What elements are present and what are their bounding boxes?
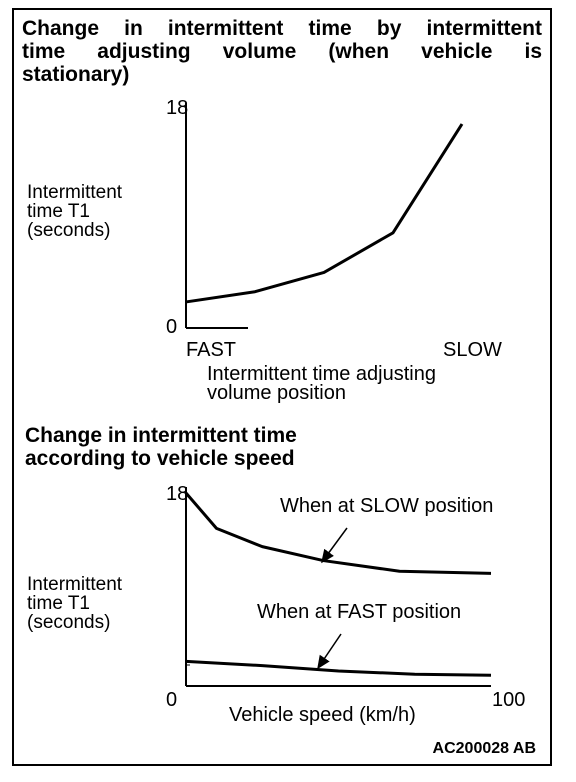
chart1-x-tick-fast: FAST bbox=[186, 339, 237, 361]
chart1-series-line bbox=[185, 123, 464, 304]
y-label-line: time T1 bbox=[27, 201, 91, 222]
chart2-y-tick-max: 18 bbox=[166, 483, 189, 505]
y-label-line: Intermittent bbox=[27, 574, 123, 595]
chart1-x-axis-label-line1: Intermittent time adjusting bbox=[207, 363, 436, 385]
y-label-line: (seconds) bbox=[27, 220, 111, 241]
chart1-title: Change in intermittent time by intermitt… bbox=[22, 17, 542, 86]
y-label-line: time T1 bbox=[27, 593, 91, 614]
chart2-title: Change in intermittent time according to… bbox=[25, 424, 445, 470]
chart1-y-tick-max: 18 bbox=[166, 97, 189, 119]
chart1-y-axis-label: Intermittent time T1 (seconds) bbox=[27, 183, 122, 240]
chart1-title-line: Change in intermittent time by intermitt… bbox=[22, 17, 542, 40]
chart1-y-tick-zero: 0 bbox=[166, 316, 178, 338]
annotation-slow: When at SLOW position bbox=[280, 495, 494, 517]
figure-code: AC200028 AB bbox=[432, 740, 536, 757]
y-label-line: Intermittent bbox=[27, 182, 123, 203]
chart1-x-tick-slow: SLOW bbox=[443, 339, 502, 361]
chart2-x-tick-zero: 0 bbox=[166, 689, 178, 711]
chart1-x-axis-label-line2: volume position bbox=[207, 382, 346, 404]
chart2-title-line: Change in intermittent time bbox=[25, 424, 297, 447]
figure-frame bbox=[12, 8, 552, 766]
chart2-title-line: according to vehicle speed bbox=[25, 447, 295, 470]
annotation-fast: When at FAST position bbox=[257, 601, 462, 623]
chart2-series-line-fast bbox=[185, 659, 492, 677]
chart1-title-line: time adjusting volume (when vehicle is bbox=[22, 40, 542, 63]
annotation-fast-arrow bbox=[317, 633, 342, 670]
chart1-title-line: stationary) bbox=[22, 63, 130, 86]
chart2-x-axis-label: Vehicle speed (km/h) bbox=[229, 704, 416, 726]
chart2-series-line-slow bbox=[184, 492, 492, 575]
annotation-slow-arrow bbox=[321, 527, 348, 564]
y-label-line: (seconds) bbox=[27, 612, 111, 633]
chart2-y-axis-label: Intermittent time T1 (seconds) bbox=[27, 575, 122, 632]
chart2-x-tick-max: 100 bbox=[492, 689, 526, 711]
